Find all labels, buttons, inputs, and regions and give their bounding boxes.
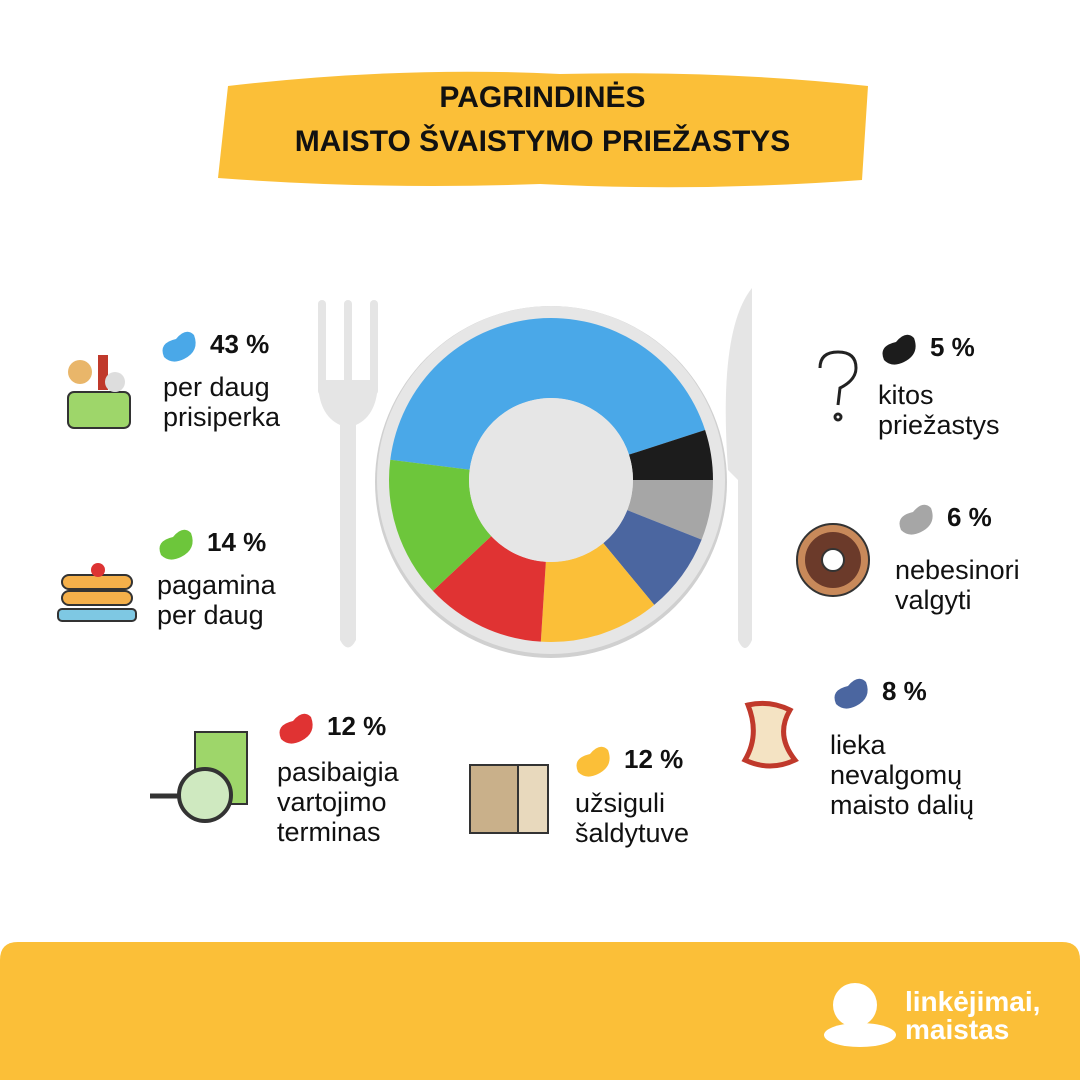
- legend-swatch: [576, 746, 610, 777]
- category-label: kitos priežastys: [878, 380, 1000, 440]
- legend-swatch: [834, 678, 868, 709]
- question-icon: [818, 350, 858, 422]
- value-label: 12 %: [327, 711, 387, 741]
- category-label: pagamina per daug: [157, 570, 276, 630]
- legend-swatch: [159, 529, 193, 560]
- footer-band: [0, 942, 1080, 1080]
- category-label: užsiguli šaldytuve: [575, 788, 690, 848]
- value-label: 8 %: [882, 676, 927, 706]
- logo-mark: [824, 983, 896, 1047]
- category-label: nebesinori valgyti: [895, 555, 1020, 615]
- cereal-icon: [150, 731, 248, 823]
- donut-segment: [540, 543, 655, 643]
- fridge-icon: [469, 764, 549, 834]
- legend-swatch: [279, 713, 313, 744]
- pancake-icon: [57, 563, 137, 622]
- value-label: 5 %: [930, 332, 975, 362]
- donut-segment: [432, 536, 546, 642]
- donut-segment: [390, 317, 706, 470]
- donut: [389, 317, 713, 643]
- donut-segment: [389, 459, 492, 591]
- donut-icon: [796, 523, 870, 597]
- brand: linkėjimai, maistas: [905, 986, 1041, 1045]
- donut-segment: [603, 510, 702, 605]
- value-label: 43 %: [210, 329, 270, 359]
- donut-segment: [627, 480, 713, 540]
- category-label: per daug prisiperka: [163, 372, 281, 432]
- donut-segment: [628, 429, 713, 480]
- value-label: 14 %: [207, 527, 267, 557]
- apple-core-icon: [741, 700, 799, 769]
- category-label: pasibaigia vartojimo terminas: [277, 757, 399, 847]
- knife: [725, 288, 752, 648]
- basket-icon: [67, 355, 131, 429]
- legend-swatch: [899, 504, 933, 535]
- value-label: 6 %: [947, 502, 992, 532]
- title-banner: [218, 71, 868, 188]
- legend-swatch: [162, 331, 196, 362]
- title: PAGRINDINĖS MAISTO ŠVAISTYMO PRIEŽASTYS: [294, 81, 791, 158]
- category-label: lieka nevalgomų maisto dalių: [830, 730, 975, 820]
- plate-center: [469, 398, 633, 562]
- legend-swatch: [882, 334, 916, 365]
- fork: [318, 300, 378, 648]
- value-label: 12 %: [624, 744, 684, 774]
